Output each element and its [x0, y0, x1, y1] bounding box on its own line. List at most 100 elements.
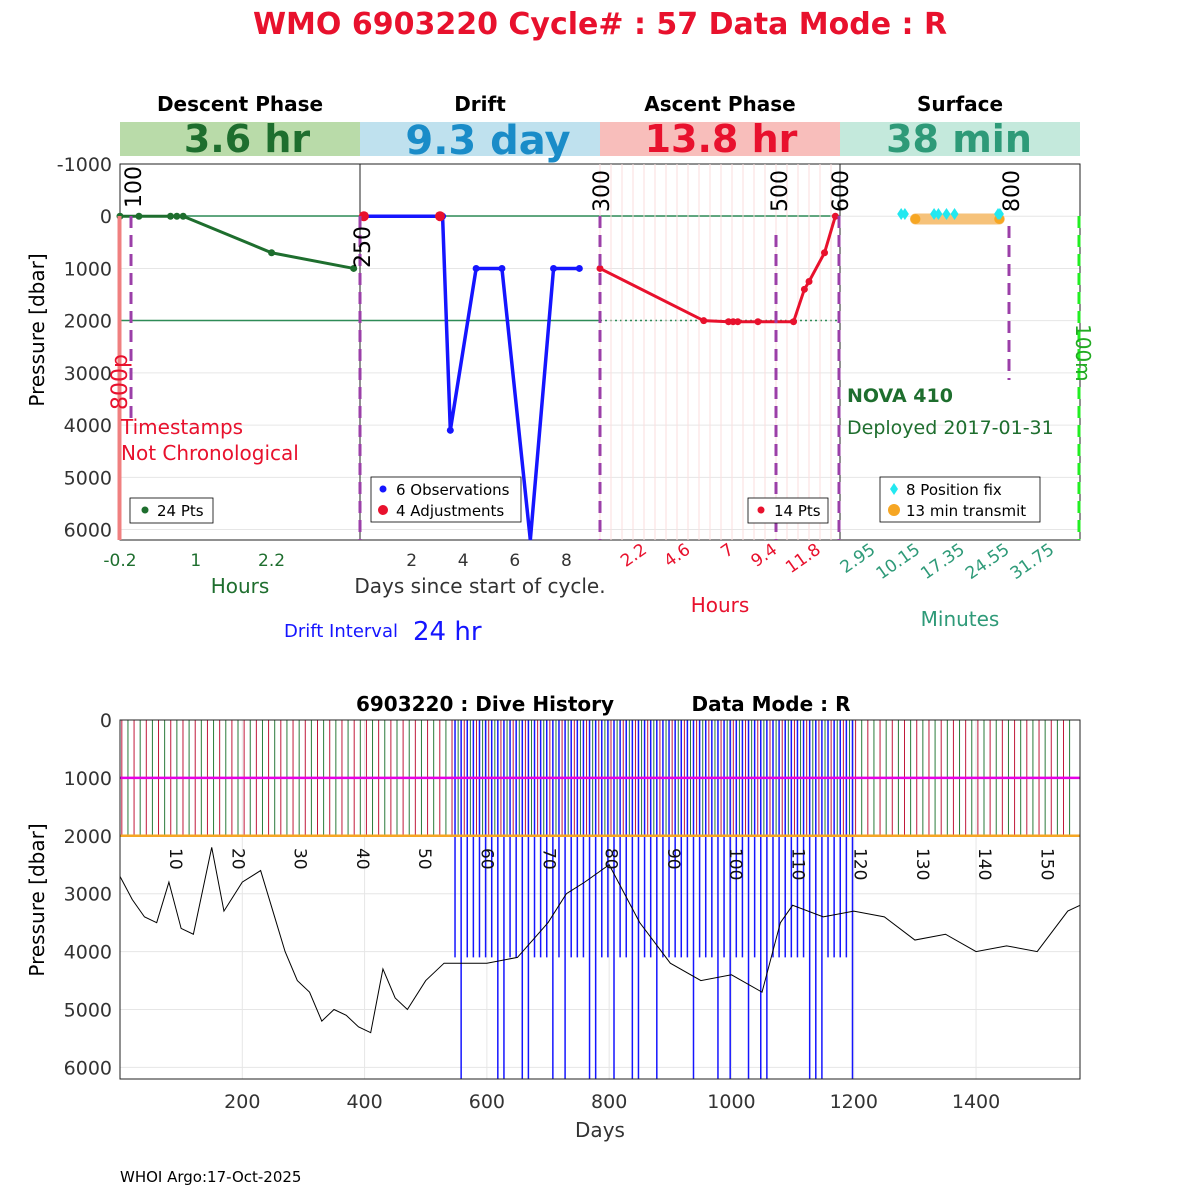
warning-line1: Timestamps: [120, 415, 243, 439]
ascent-legend: 14 Pts: [747, 497, 829, 524]
cycle-label: 40: [352, 848, 372, 870]
drift-legend-adj: 4 Adjustments: [396, 502, 504, 520]
surface-800-label: 800: [1000, 170, 1025, 212]
ascent-duration-bar: [600, 122, 840, 156]
drift-x-tick: 6: [509, 551, 520, 571]
warning-line2: Not Chronological: [121, 441, 299, 465]
surface-position-fix: [942, 208, 951, 220]
surface-legend-transmit-marker: [888, 504, 900, 516]
descent-legend-label: 24 Pts: [157, 502, 204, 520]
bottom-dive-spikes: [121, 720, 1071, 1079]
drift-legend-adj-marker: [378, 505, 388, 515]
drift-legend-obs: 6 Observations: [396, 481, 510, 499]
surface-legend-fix: 8 Position fix: [906, 481, 1002, 499]
top-y-axis: -1000 0 1000 2000 3000 4000 5000 6000: [57, 154, 112, 542]
surface-position-fix: [934, 208, 943, 220]
bottom-x-tick: 400: [346, 1091, 382, 1113]
bottom-grid: [120, 719, 1080, 1079]
descent-legend: 24 Pts: [129, 497, 214, 524]
cycle-label: 90: [663, 848, 683, 870]
surface-x-tick: 2.95: [837, 540, 879, 578]
top-y-tick: -1000: [57, 154, 112, 176]
descent-duration-bar: [120, 122, 360, 156]
surface-header: Surface: [917, 92, 1003, 116]
surface-series: [897, 208, 1005, 225]
cycle-label: 150: [1036, 848, 1056, 880]
ascent-x-tick: 11.8: [782, 540, 824, 578]
drift-point: [550, 264, 558, 272]
surface-position-fix: [994, 208, 1003, 220]
ascent-point: [790, 318, 798, 326]
surface-x-tick: 17.35: [917, 540, 968, 584]
ascent-x-tick: 9.4: [748, 540, 782, 572]
drift-series: [358, 211, 583, 541]
cycle-label: 110: [787, 848, 807, 880]
cycle-label: 130: [912, 848, 932, 880]
ascent-x-tick: 4.6: [661, 540, 695, 572]
drift-adjustment-point: [435, 211, 445, 222]
drift-point: [575, 264, 583, 272]
surface-duration-bar: [840, 122, 1080, 156]
ascent-300-label: 300: [590, 170, 615, 212]
cycle-label: 80: [601, 848, 621, 870]
descent-100-label: 100: [122, 166, 147, 208]
bottom-x-tick: 1200: [830, 1091, 878, 1113]
descent-series: [116, 212, 358, 272]
top-y-tick: 0: [100, 206, 112, 228]
top-y-tick: 4000: [64, 415, 112, 437]
drift-point: [498, 264, 506, 272]
bottom-x-tick: 800: [591, 1091, 627, 1113]
ascent-x-label: Hours: [691, 593, 750, 617]
drift-point: [472, 264, 480, 272]
bottom-y-tick: 6000: [64, 1057, 112, 1079]
bottom-y-tick: 3000: [64, 884, 112, 906]
bottom-x-tick: 1000: [707, 1091, 755, 1113]
top-y-tick: 5000: [64, 467, 112, 489]
drift-legend-obs-marker: [379, 485, 387, 493]
ascent-header: Ascent Phase: [644, 92, 795, 116]
bottom-title-left: 6903220 : Dive History: [356, 692, 614, 716]
deployed-date: Deployed 2017-01-31: [847, 417, 1054, 439]
float-type: NOVA 410: [847, 385, 953, 407]
drift-header: Drift: [454, 92, 506, 116]
ascent-point: [596, 264, 604, 272]
ascent-600-label: 600: [829, 170, 854, 212]
descent-x-tick: 1: [190, 551, 201, 571]
marker-labels: 100 250 300 500 600 800 800p 100m: [108, 166, 1095, 410]
drift-x-label: Days since start of cycle.: [354, 574, 605, 598]
cycle-label: 100: [725, 848, 745, 880]
footer-credit: WHOI Argo:17-Oct-2025: [120, 1168, 301, 1186]
cycle-label: 10: [165, 848, 185, 870]
top-panel-frame: [599, 163, 841, 541]
drift-x-tick: 2: [406, 551, 417, 571]
descent-x-label: Hours: [211, 574, 270, 598]
descent-legend-marker: [141, 506, 149, 514]
top-y-label: Pressure [dbar]: [25, 253, 49, 406]
ascent-legend-label: 14 Pts: [774, 502, 821, 520]
ascent-point: [831, 212, 839, 220]
surface-transmit-start: [910, 214, 921, 224]
cycle-label: 70: [539, 848, 559, 870]
descent-point: [135, 212, 143, 220]
ascent-point: [700, 317, 708, 325]
surface-duration: 38 min: [886, 117, 1032, 161]
top-y-tick: 6000: [64, 520, 112, 542]
surface-legend-transmit: 13 min transmit: [906, 502, 1026, 520]
ascent-series: [596, 164, 839, 540]
drift-x-tick: 8: [561, 551, 572, 571]
descent-point: [268, 249, 276, 257]
surface-x-tick: 10.15: [873, 540, 924, 584]
ascent-legend-marker: [757, 506, 765, 514]
ascent-x-tick: 2.2: [617, 540, 651, 572]
ascent-line: [599, 215, 837, 324]
cycle-label: 140: [974, 848, 994, 880]
bottom-y-tick: 4000: [64, 942, 112, 964]
drift-interval-label: Drift Interval: [284, 621, 398, 642]
descent-point: [167, 212, 175, 220]
bottom-y-tick: 1000: [64, 768, 112, 790]
drift-250-label: 250: [351, 226, 376, 268]
surface-x-tick: 24.55: [962, 540, 1013, 584]
ascent-500-label: 500: [768, 170, 793, 212]
duration-bars: 3.6 hr 9.3 day 13.8 hr 38 min: [120, 117, 1080, 164]
